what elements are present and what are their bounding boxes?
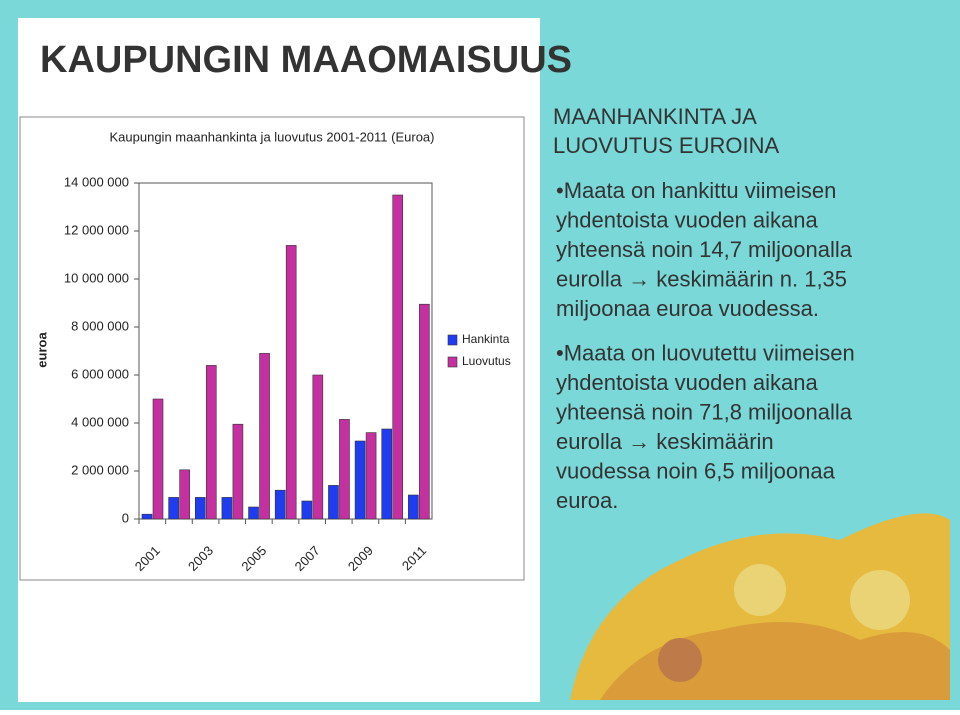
bullet-line: miljoonaa euroa vuodessa. [556,296,819,321]
bar [152,398,164,520]
y-tick-label: 0 [122,510,129,525]
illustration [570,513,950,700]
y-tick-label: 2 000 000 [71,462,129,477]
legend-label: Luovutus [462,354,511,368]
bar [354,440,366,520]
bar [381,428,393,520]
plot: 0 2 000 000 4 000 000 6 000 000 8 000 000 10 … [64,174,511,574]
bar [259,353,270,520]
bar [232,423,244,520]
bar [141,513,153,520]
bullet-line: •Maata on luovutettu viimeisen [556,340,855,365]
bullet-line: eurolla → keskimäärin [556,429,774,454]
bar [365,432,377,520]
bar [274,489,286,520]
legend-label: Hankinta [462,332,510,346]
bar [205,365,217,520]
y-tick-label: 14 000 000 [64,174,129,189]
y-axis-label: euroa [34,332,49,368]
y-tick-label: 4 000 000 [71,414,129,429]
bullet-line: •Maata on hankittu viimeisen [556,178,836,203]
bar [194,497,206,520]
legend-swatch [447,334,458,346]
bar [312,374,324,520]
bar [392,194,404,520]
bullet-line: yhdentoista vuoden aikana [556,207,819,232]
side-heading: LUOVUTUS EUROINA [553,133,779,158]
bar [221,497,233,520]
bullet-line: yhteensä noin 14,7 miljoonalla [556,237,853,262]
bar [419,303,430,520]
bullet-line: yhteensä noin 71,8 miljoonalla [556,399,853,424]
bar [285,245,297,520]
y-tick-label: 8 000 000 [71,318,129,333]
bar [408,494,419,520]
bullet-line: vuodessa noin 6,5 miljoonaa [556,458,836,483]
y-tick-label: 12 000 000 [64,222,129,237]
legend-swatch [447,356,458,368]
bar [248,506,259,520]
y-tick-label: 6 000 000 [71,366,129,381]
bar [168,497,179,520]
bar [301,500,313,520]
y-tick-label: 10 000 000 [64,270,129,285]
bullet-line: eurolla → keskimäärin n. 1,35 [556,266,847,291]
side-text: MAANHANKINTA JA LUOVUTUS EUROINA •Maata on… [553,104,855,513]
slide-title: KAUPUNGIN MAAOMAISUUS [40,39,572,81]
bar [328,485,339,520]
bar [179,469,190,520]
chart-title: Kaupungin maanhankinta ja luovutus 2001-… [110,129,435,144]
bullet-line: euroa. [556,488,618,513]
bar [339,419,350,520]
bullet-line: yhdentoista vuoden aikana [556,370,819,395]
side-heading: MAANHANKINTA JA [553,104,757,129]
